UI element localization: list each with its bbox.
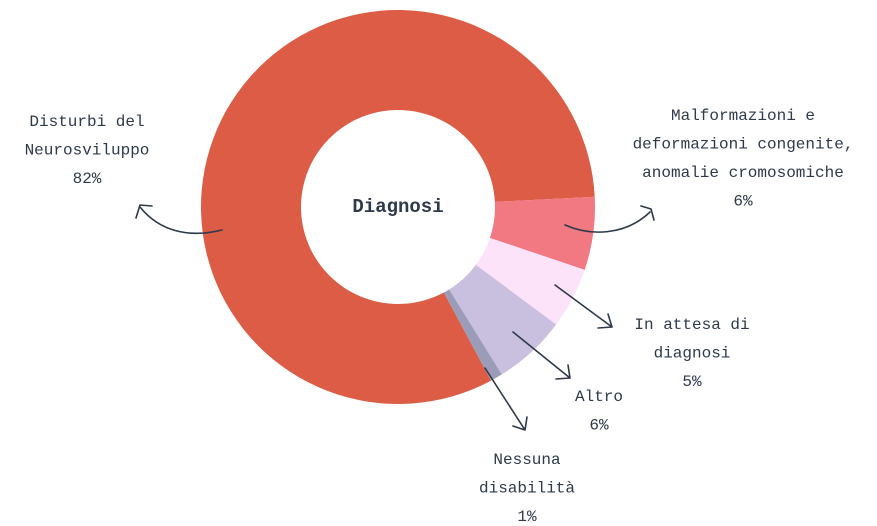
segment-label: disabilità xyxy=(479,480,575,498)
segment-label: Nessuna xyxy=(493,451,561,469)
value-label: 5% xyxy=(682,373,702,391)
segment-label: deformazioni congenite, xyxy=(633,136,854,154)
segment-label: diagnosi xyxy=(654,345,731,363)
segment-label: Malformazioni e xyxy=(671,107,815,125)
value-label: 6% xyxy=(733,193,753,211)
value-label: 82% xyxy=(73,170,102,188)
value-label: 1% xyxy=(517,508,537,526)
arrow xyxy=(554,284,613,329)
arrow xyxy=(135,204,223,235)
segment-label: anomalie cromosomiche xyxy=(642,164,844,182)
donut xyxy=(201,10,595,405)
chart-title: Diagnosi xyxy=(352,196,443,218)
donut-segment xyxy=(201,10,595,405)
donut-segment xyxy=(489,196,595,270)
segment-label: Neurosviluppo xyxy=(25,142,150,160)
arrow xyxy=(512,331,571,380)
donut-segment xyxy=(449,264,557,375)
arrow xyxy=(564,205,655,233)
arrows xyxy=(135,204,655,431)
segment-label: Altro xyxy=(575,388,623,406)
donut-segment xyxy=(475,237,585,325)
donut-segment xyxy=(443,289,502,381)
arrow xyxy=(484,367,528,431)
segment-label: Disturbi del xyxy=(29,113,144,131)
value-label: 6% xyxy=(589,417,609,435)
segment-label: In attesa di xyxy=(634,316,749,334)
